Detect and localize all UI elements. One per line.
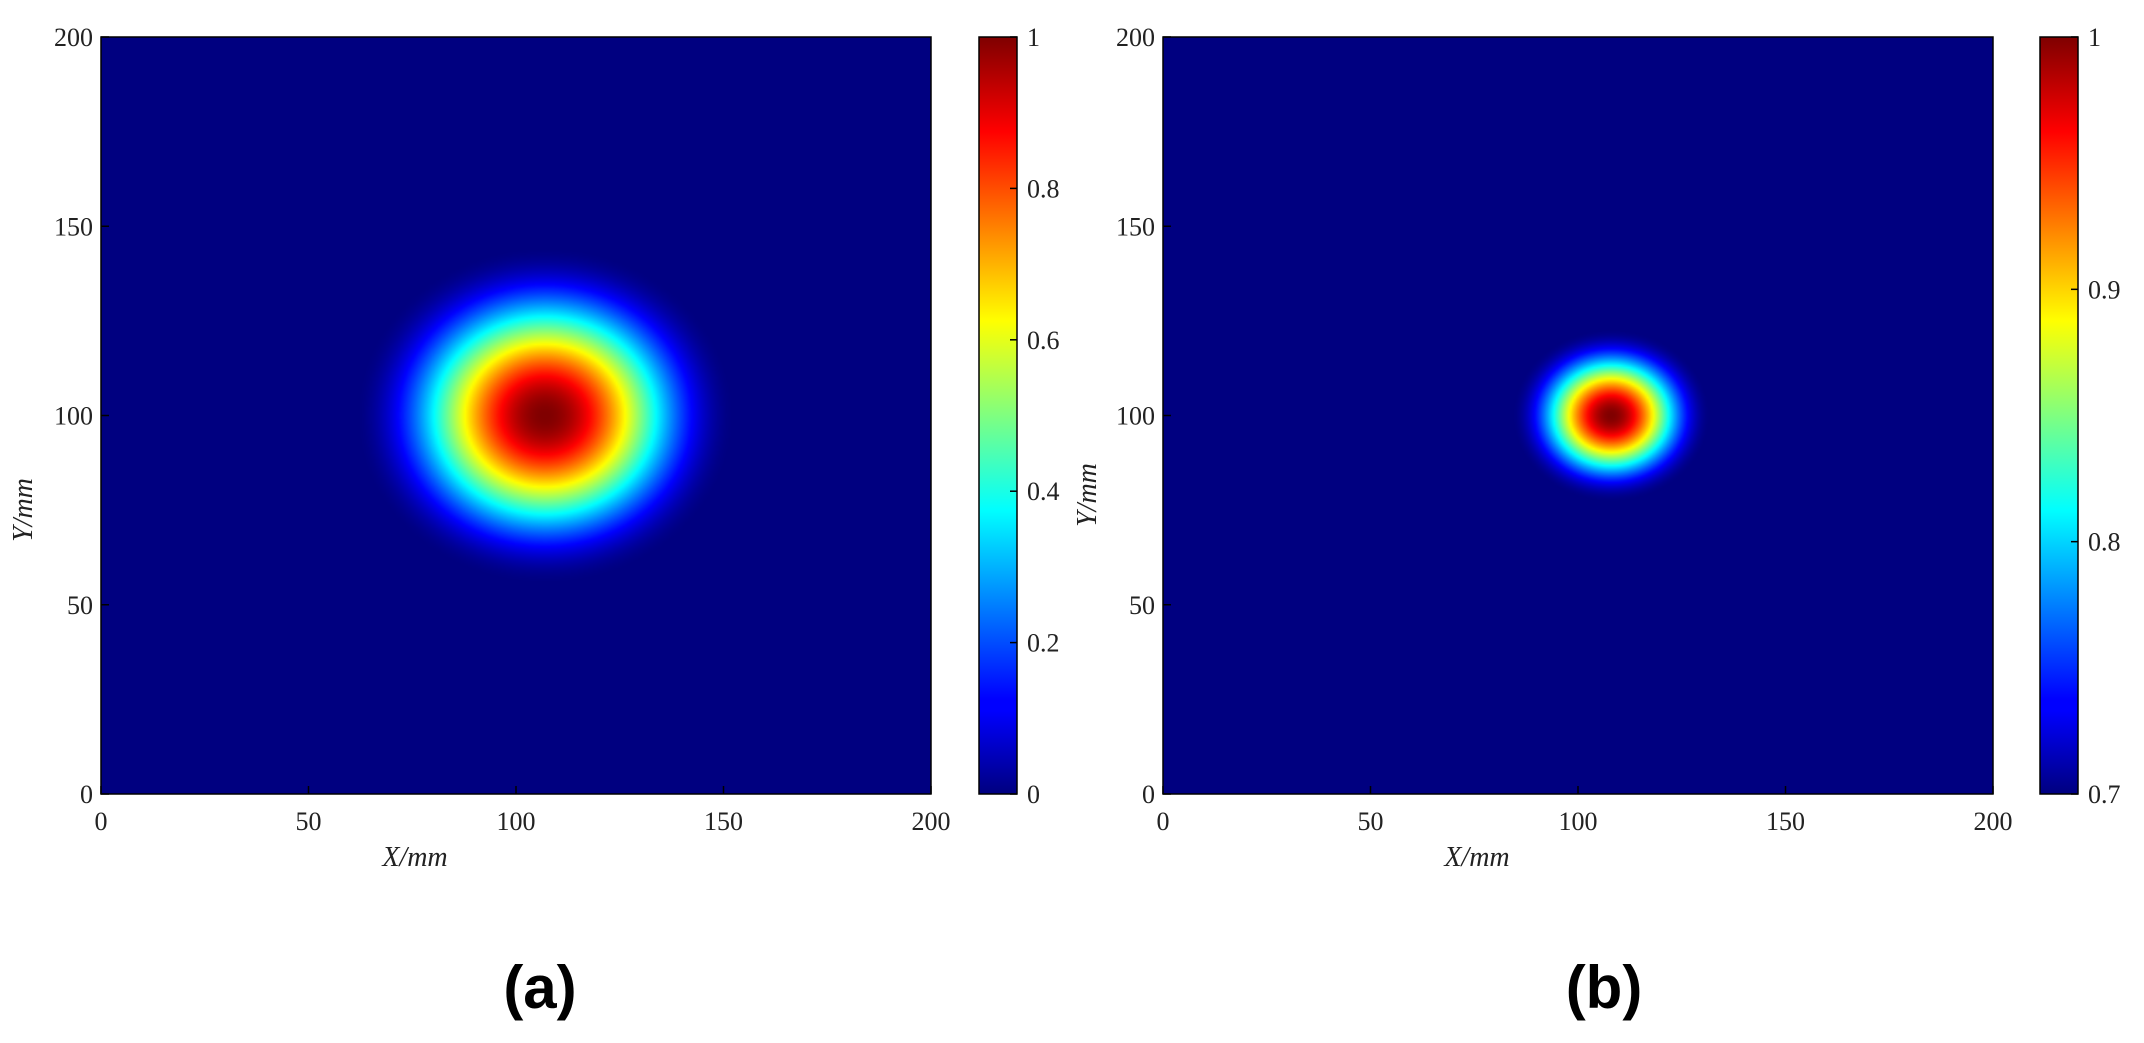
y-tick-label: 0 xyxy=(1142,780,1155,809)
x-tick-label: 150 xyxy=(704,807,743,836)
y-axis-ticks-b: 0 50 100 150 200 xyxy=(1116,23,1171,809)
y-tick-label: 150 xyxy=(1116,212,1155,241)
heatmap-image-a xyxy=(101,37,931,794)
x-tick-label: 0 xyxy=(1157,807,1170,836)
x-tick-label: 200 xyxy=(1974,807,2013,836)
x-tick-label: 50 xyxy=(1358,807,1384,836)
colorbar-tick-label: 0.9 xyxy=(2088,275,2121,304)
colorbar-tick-label: 0.2 xyxy=(1027,629,1060,658)
colorbar-tick-label: 1 xyxy=(1027,23,1040,52)
x-axis-ticks-b: 0 50 100 150 200 xyxy=(1157,786,2013,836)
x-axis-ticks-a: 0 50 100 150 200 xyxy=(95,786,951,836)
colorbar-a xyxy=(978,36,1018,795)
y-tick-label: 200 xyxy=(54,23,93,52)
colorbar-tick-label: 0.7 xyxy=(2088,780,2121,809)
y-axis-label-a: Y/mm xyxy=(8,478,39,542)
colorbar-tick-label: 0.6 xyxy=(1027,326,1060,355)
x-tick-label: 150 xyxy=(1766,807,1805,836)
x-axis-label-a: X/mm xyxy=(381,842,447,873)
colorbar-ticks-b: 0.7 0.8 0.9 1 xyxy=(2071,23,2121,809)
y-axis-ticks-a: 0 50 100 150 200 xyxy=(54,23,109,809)
y-tick-label: 150 xyxy=(54,212,93,241)
x-tick-label: 100 xyxy=(497,807,536,836)
panel-label-a: (a) xyxy=(503,954,576,1021)
x-axis-label-b: X/mm xyxy=(1443,842,1509,873)
x-tick-label: 0 xyxy=(95,807,108,836)
colorbar-tick-label: 0 xyxy=(1027,780,1040,809)
x-tick-label: 50 xyxy=(296,807,322,836)
colorbar-tick-label: 0.8 xyxy=(1027,174,1060,203)
y-axis-label-b: Y/mm xyxy=(1072,463,1103,527)
y-tick-label: 50 xyxy=(67,591,93,620)
panel-label-b: (b) xyxy=(1566,954,1643,1021)
y-tick-label: 100 xyxy=(1116,402,1155,431)
heatmap-image-b xyxy=(1163,37,1993,794)
colorbar-tick-label: 0.8 xyxy=(2088,528,2121,557)
x-tick-label: 100 xyxy=(1559,807,1598,836)
panel-a: 0 50 100 150 200 0 50 100 150 200 X/mm Y/mm 0 0.2… xyxy=(8,23,1060,1021)
colorbar-ticks-a: 0 0.2 0.4 0.6 0.8 1 xyxy=(1010,23,1060,809)
colorbar-b xyxy=(2039,36,2079,795)
colorbar-tick-label: 1 xyxy=(2088,23,2101,52)
colorbar-tick-label: 0.4 xyxy=(1027,477,1060,506)
y-tick-label: 50 xyxy=(1129,591,1155,620)
y-tick-label: 0 xyxy=(80,780,93,809)
y-tick-label: 100 xyxy=(54,402,93,431)
x-tick-label: 200 xyxy=(912,807,951,836)
y-tick-label: 200 xyxy=(1116,23,1155,52)
